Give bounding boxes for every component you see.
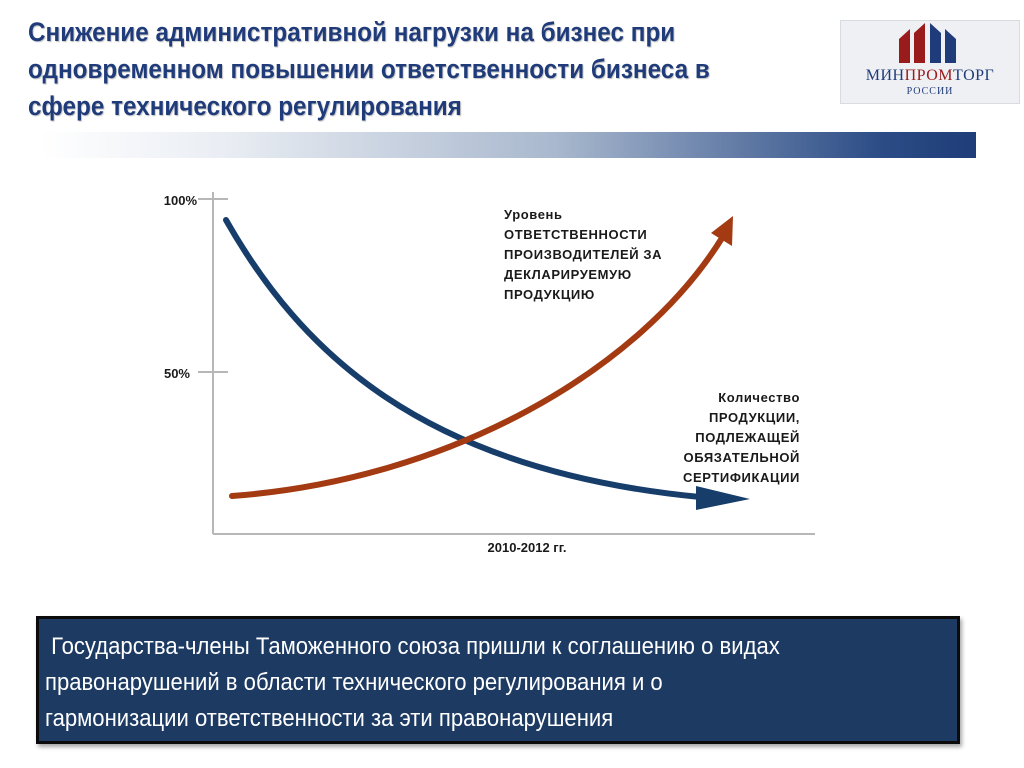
series-label-certification-line-4: обязательной [683,450,800,465]
series-certification-line [223,217,703,500]
series-label-certification-line-1: Количество [718,390,800,405]
series-label-responsibility-line-2: ответственности [504,227,648,242]
info-box: Государства-члены Таможенного союза приш… [36,616,960,744]
slide-title: Снижение административной нагрузки на би… [28,14,748,125]
series-label-certification-line-2: продукции, [708,410,800,425]
series-label-responsibility-line-1: Уровень [504,207,563,222]
logo-name: МИНПРОМТОРГ [841,67,1019,85]
logo-emblem-icon [899,23,956,63]
y-tick-label-100: 100% [164,193,198,208]
series-label-responsibility-line-3: производителей за [504,247,663,262]
series-certification-arrowhead [696,486,750,510]
series-label-certification-line-3: подлежащей [695,430,800,445]
title-line-1: Снижение административной нагрузки на би… [28,17,676,47]
logo-name-accent: ПРОМ [904,67,953,84]
logo-subtitle: РОССИИ [906,86,954,97]
y-tick-label-50: 50% [164,366,190,381]
minpromtorg-logo: МИНПРОМТОРГ РОССИИ [840,20,1020,104]
series-label-certification-line-5: сертификации [683,470,800,485]
series-responsibility-line [229,235,725,499]
title-gradient-bar [40,132,976,158]
logo-name-prefix: МИН [865,67,905,84]
series-label-responsibility-line-4: декларируемую [504,267,632,282]
info-box-text: Государства-члены Таможенного союза приш… [45,633,780,732]
logo-name-suffix: ТОРГ [953,67,995,84]
series-responsibility-arrowhead [711,216,733,246]
series-label-responsibility: Уровень ответственности производителей з… [504,205,734,305]
title-line-3: сфере технического регулирования [28,91,462,121]
series-label-certification: Количество продукции, подлежащей обязате… [640,388,800,488]
series-label-responsibility-line-5: продукцию [504,287,595,302]
title-line-2: одновременном повышении ответственности … [28,54,710,84]
x-axis-label: 2010-2012 гг. [488,540,567,555]
